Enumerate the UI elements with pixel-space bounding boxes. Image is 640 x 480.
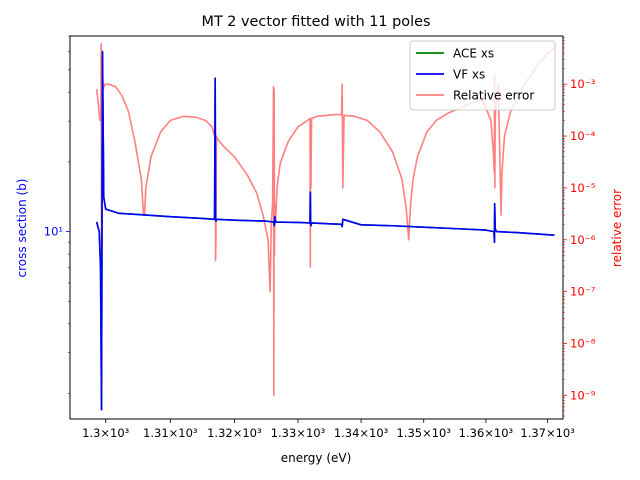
legend-label: VF xs (453, 68, 485, 82)
plot-frame (69, 35, 564, 420)
left-y-axis: 10¹ (44, 35, 70, 394)
x-tick-label: 1.31×10³ (143, 426, 198, 440)
right-y-tick-label: 10⁻⁸ (570, 336, 596, 350)
x-tick-label: 1.35×10³ (396, 426, 451, 440)
series-layer (95, 43, 555, 411)
chart-title: MT 2 vector fitted with 11 poles (202, 14, 431, 30)
right-y-tick-label: 10⁻⁹ (570, 388, 596, 402)
legend: ACE xs VF xs Relative error (409, 40, 556, 111)
right-y-tick-label: 10⁻⁴ (570, 129, 596, 143)
legend-box (409, 40, 556, 111)
x-tick-label: 1.3×10³ (82, 426, 130, 440)
left-y-axis-label: cross section (b) (15, 179, 29, 278)
x-axis: 1.3×10³ 1.31×10³ 1.32×10³ 1.33×10³ 1.34×10³ 1… (82, 419, 575, 440)
x-tick-label: 1.32×10³ (207, 426, 262, 440)
right-y-tick-label: 10⁻⁷ (570, 285, 596, 299)
x-tick-label: 1.36×10³ (459, 426, 514, 440)
x-tick-label: 1.37×10³ (520, 426, 575, 440)
right-y-axis-label: relative error (610, 189, 624, 267)
right-y-axis: 10⁻⁹ 10⁻⁸ 10⁻⁷ 10⁻⁶ 10⁻⁵ 10⁻⁴ 10⁻³ (563, 37, 596, 417)
right-y-tick-label: 10⁻⁵ (570, 181, 596, 195)
x-tick-label: 1.34×10³ (334, 426, 389, 440)
legend-label: Relative error (453, 89, 534, 103)
right-y-tick-label: 10⁻³ (570, 77, 596, 91)
right-y-tick-label: 10⁻⁶ (570, 233, 596, 247)
x-axis-label: energy (eV) (281, 451, 352, 465)
series-line-vf-xs (95, 50, 555, 411)
legend-label: ACE xs (453, 47, 494, 61)
x-tick-label: 1.33×10³ (271, 426, 326, 440)
left-y-tick-label: 10¹ (44, 225, 63, 239)
